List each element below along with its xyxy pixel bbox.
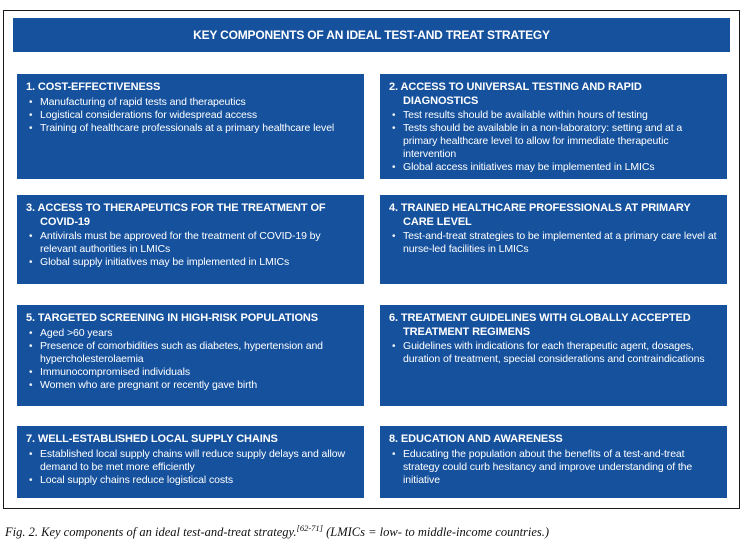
box-heading: 7. WELL-ESTABLISHED LOCAL SUPPLY CHAINS — [26, 433, 278, 445]
bullet-list: Antivirals must be approved for the trea… — [26, 230, 354, 269]
component-box-5-targeted-screening: 5. TARGETED SCREENING IN HIGH-RISK POPUL… — [17, 305, 364, 406]
figure-frame: KEY COMPONENTS OF AN IDEAL TEST-AND TREA… — [3, 10, 740, 509]
figure-title-bar: KEY COMPONENTS OF AN IDEAL TEST-AND TREA… — [13, 18, 730, 52]
box-heading: 3. ACCESS TO THERAPEUTICS FOR THE TREATM… — [26, 202, 326, 228]
bullet-item: Logistical considerations for widespread… — [26, 109, 354, 122]
component-box-6-treatment-guidelines: 6. TREATMENT GUIDELINES WITH GLOBALLY AC… — [380, 305, 727, 406]
caption-text: Fig. 2. Key components of an ideal test-… — [5, 524, 297, 539]
bullet-list: Manufacturing of rapid tests and therape… — [26, 96, 354, 135]
figure-title: KEY COMPONENTS OF AN IDEAL TEST-AND TREA… — [193, 28, 550, 42]
bullet-list: Guidelines with indications for each the… — [389, 340, 717, 366]
bullet-item: Antivirals must be approved for the trea… — [26, 230, 354, 256]
component-box-2-universal-testing: 2. ACCESS TO UNIVERSAL TESTING AND RAPID… — [380, 74, 727, 179]
box-heading: 2. ACCESS TO UNIVERSAL TESTING AND RAPID… — [389, 81, 642, 107]
bullet-item: Educating the population about the benef… — [389, 448, 717, 487]
figure-caption: Fig. 2. Key components of an ideal test-… — [5, 522, 735, 540]
bullet-item: Presence of comorbidities such as diabet… — [26, 340, 354, 366]
bullet-item: Test results should be available within … — [389, 109, 717, 122]
box-heading: 6. TREATMENT GUIDELINES WITH GLOBALLY AC… — [389, 312, 691, 338]
bullet-item: Training of healthcare professionals at … — [26, 122, 354, 135]
bullet-item: Global access initiatives may be impleme… — [389, 161, 717, 174]
bullet-item: Women who are pregnant or recently gave … — [26, 379, 354, 392]
bullet-item: Immunocompromised individuals — [26, 366, 354, 379]
bullet-item: Manufacturing of rapid tests and therape… — [26, 96, 354, 109]
box-heading: 8. EDUCATION AND AWARENESS — [389, 433, 563, 445]
bullet-item: Tests should be available in a non-labor… — [389, 122, 717, 161]
component-box-8-education-awareness: 8. EDUCATION AND AWARENESS Educating the… — [380, 426, 727, 498]
box-heading: 1. COST-EFFECTIVENESS — [26, 81, 161, 93]
bullet-list: Test results should be available within … — [389, 109, 717, 174]
caption-note: (LMICs = low- to middle-income countries… — [322, 524, 550, 539]
box-heading: 4. TRAINED HEALTHCARE PROFESSIONALS AT P… — [389, 202, 691, 228]
bullet-item: Established local supply chains will red… — [26, 448, 354, 474]
component-box-4-trained-professionals: 4. TRAINED HEALTHCARE PROFESSIONALS AT P… — [380, 195, 727, 284]
bullet-item: Guidelines with indications for each the… — [389, 340, 717, 366]
caption-reference: [62-71] — [296, 522, 323, 533]
bullet-item: Test-and-treat strategies to be implemen… — [389, 230, 717, 256]
bullet-list: Aged >60 years Presence of comorbidities… — [26, 327, 354, 392]
component-box-7-local-supply-chains: 7. WELL-ESTABLISHED LOCAL SUPPLY CHAINS … — [17, 426, 364, 498]
box-heading: 5. TARGETED SCREENING IN HIGH-RISK POPUL… — [26, 312, 319, 324]
component-box-1-cost-effectiveness: 1. COST-EFFECTIVENESS Manufacturing of r… — [17, 74, 364, 179]
bullet-list: Established local supply chains will red… — [26, 448, 354, 487]
bullet-list: Educating the population about the benef… — [389, 448, 717, 487]
bullet-item: Aged >60 years — [26, 327, 354, 340]
component-box-3-access-therapeutics: 3. ACCESS TO THERAPEUTICS FOR THE TREATM… — [17, 195, 364, 284]
bullet-list: Test-and-treat strategies to be implemen… — [389, 230, 717, 256]
bullet-item: Global supply initiatives may be impleme… — [26, 256, 354, 269]
bullet-item: Local supply chains reduce logistical co… — [26, 474, 354, 487]
